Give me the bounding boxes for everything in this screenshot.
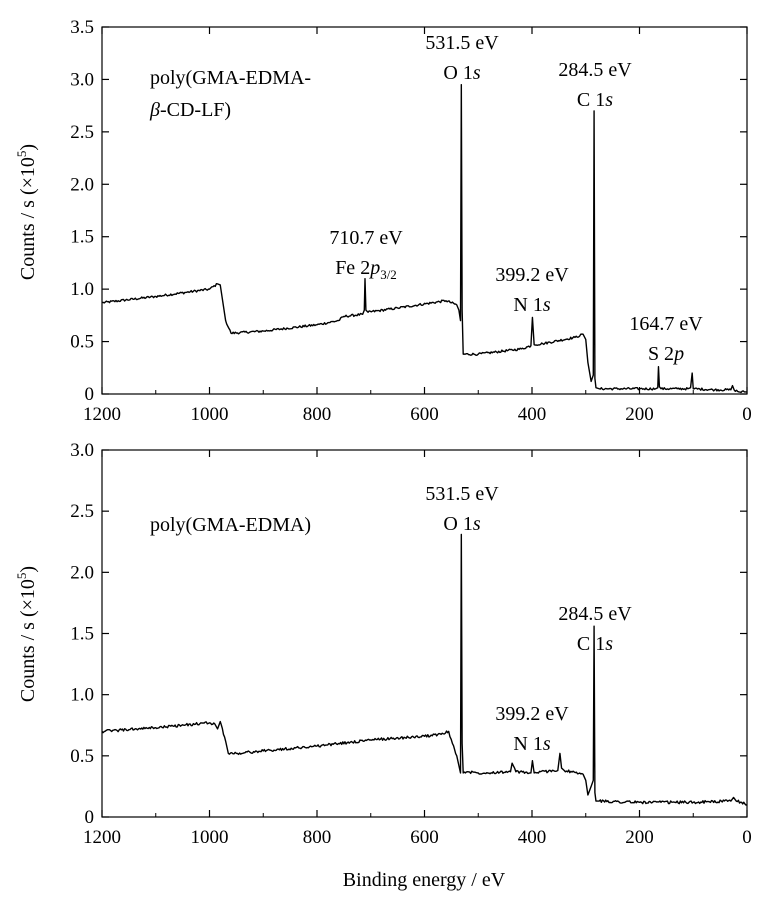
bottom-peak-energy-1: 399.2 eV bbox=[495, 703, 569, 725]
top-peak-orbital-4: S 2p bbox=[648, 343, 684, 365]
top-peak-orbital-1: O 1s bbox=[443, 62, 480, 84]
top-xtick-label-0: 1200 bbox=[83, 404, 121, 425]
bottom-series bbox=[101, 533, 748, 806]
top-ytick-label-7: 3.5 bbox=[70, 17, 94, 38]
top-peak-energy-3: 284.5 eV bbox=[558, 59, 632, 81]
bottom-xtick-label-3: 600 bbox=[410, 827, 439, 848]
top-xtick-label-1: 1000 bbox=[191, 404, 229, 425]
top-xtick-label-5: 200 bbox=[625, 404, 654, 425]
bottom-y-title-exp: 5 bbox=[14, 573, 29, 580]
top-ytick-label-0: 0 bbox=[85, 384, 95, 405]
bottom-xtick-label-2: 800 bbox=[303, 827, 332, 848]
bottom-xtick-label-4: 400 bbox=[518, 827, 547, 848]
bottom-peak-orbital-2: C 1s bbox=[577, 633, 613, 655]
top-peak-energy-4: 164.7 eV bbox=[629, 313, 703, 335]
top-sample-label-line1: poly(GMA-EDMA- bbox=[150, 67, 311, 89]
top-ticks: 1200 1000 800 600 400 200 0 0 0.5 1.0 1.5 2.0 2.5 3.0… bbox=[70, 17, 752, 425]
top-ytick-label-4: 2.0 bbox=[70, 174, 94, 195]
top-peak-orbital-0: Fe 2p3/2 bbox=[335, 257, 397, 282]
bottom-spectrum-line-0 bbox=[101, 533, 748, 806]
bottom-ytick-label-5: 2.5 bbox=[70, 501, 94, 522]
bottom-panel: 1200 1000 800 600 400 200 0 0 0.5 1.0 1.5 2.0 2.5 3.0… bbox=[14, 440, 752, 891]
top-ytick-label-3: 1.5 bbox=[70, 227, 94, 248]
bottom-peak-energy-0: 531.5 eV bbox=[425, 483, 499, 505]
top-xtick-label-2: 800 bbox=[303, 404, 332, 425]
top-ytick-label-5: 2.5 bbox=[70, 122, 94, 143]
top-xtick-label-3: 600 bbox=[410, 404, 439, 425]
top-peak-energy-0: 710.7 eV bbox=[329, 227, 403, 249]
top-peak-energy-1: 531.5 eV bbox=[425, 32, 499, 54]
bottom-y-title-main: Counts / s (×10 bbox=[17, 579, 39, 702]
bottom-plot-frame bbox=[101, 449, 748, 818]
bottom-y-axis-title: Counts / s (×105) bbox=[14, 566, 39, 702]
top-sample-label-line2-rest: -CD-LF) bbox=[160, 99, 231, 121]
bottom-ytick-label-2: 1.0 bbox=[70, 685, 94, 706]
bottom-xtick-label-1: 1000 bbox=[191, 827, 229, 848]
bottom-xtick-label-0: 1200 bbox=[83, 827, 121, 848]
bottom-ytick-label-6: 3.0 bbox=[70, 440, 94, 461]
top-y-axis-title: Counts / s (×105) bbox=[14, 144, 39, 280]
top-peak-orbital-3: C 1s bbox=[577, 89, 613, 111]
bottom-ytick-label-0: 0 bbox=[85, 807, 95, 828]
top-xtick-label-6: 0 bbox=[742, 404, 752, 425]
top-sample-label-line2: β-CD-LF) bbox=[149, 99, 231, 121]
top-series bbox=[101, 83, 747, 394]
top-panel: 1200 1000 800 600 400 200 0 0 0.5 1.0 1.5 2.0 2.5 3.0… bbox=[14, 17, 752, 425]
top-xtick-label-4: 400 bbox=[518, 404, 547, 425]
top-y-title-exp: 5 bbox=[14, 151, 29, 158]
bottom-peak-orbital-1: N 1s bbox=[513, 733, 550, 755]
bottom-sample-label: poly(GMA-EDMA) bbox=[150, 514, 311, 536]
top-peak-energy-2: 399.2 eV bbox=[495, 264, 569, 286]
bottom-peak-energy-2: 284.5 eV bbox=[558, 603, 632, 625]
top-y-title-close: ) bbox=[17, 144, 39, 151]
bottom-annotations: 531.5 eV O 1s 399.2 eV N 1s 284.5 eV C 1s bbox=[425, 483, 632, 755]
beta-symbol: β bbox=[149, 99, 160, 121]
x-axis-title: Binding energy / eV bbox=[343, 869, 506, 891]
bottom-xtick-label-6: 0 bbox=[742, 827, 752, 848]
top-y-title-main: Counts / s (×10 bbox=[17, 157, 39, 280]
top-ytick-label-1: 0.5 bbox=[70, 332, 94, 353]
top-peak-orbital-2: N 1s bbox=[513, 294, 550, 316]
top-ytick-label-6: 3.0 bbox=[70, 69, 94, 90]
bottom-y-title-close: ) bbox=[17, 566, 39, 573]
bottom-ytick-label-1: 0.5 bbox=[70, 746, 94, 767]
top-annotations: 710.7 eV Fe 2p3/2 531.5 eV O 1s 399.2 eV N 1s… bbox=[329, 32, 703, 365]
bottom-ticks: 1200 1000 800 600 400 200 0 0 0.5 1.0 1.5 2.0 2.5 3.0 bbox=[70, 440, 752, 848]
bottom-xtick-label-5: 200 bbox=[625, 827, 654, 848]
bottom-ytick-label-4: 2.0 bbox=[70, 562, 94, 583]
top-spectrum-line-0 bbox=[101, 83, 747, 394]
bottom-peak-orbital-0: O 1s bbox=[443, 513, 480, 535]
bottom-ytick-label-3: 1.5 bbox=[70, 624, 94, 645]
top-ytick-label-2: 1.0 bbox=[70, 279, 94, 300]
